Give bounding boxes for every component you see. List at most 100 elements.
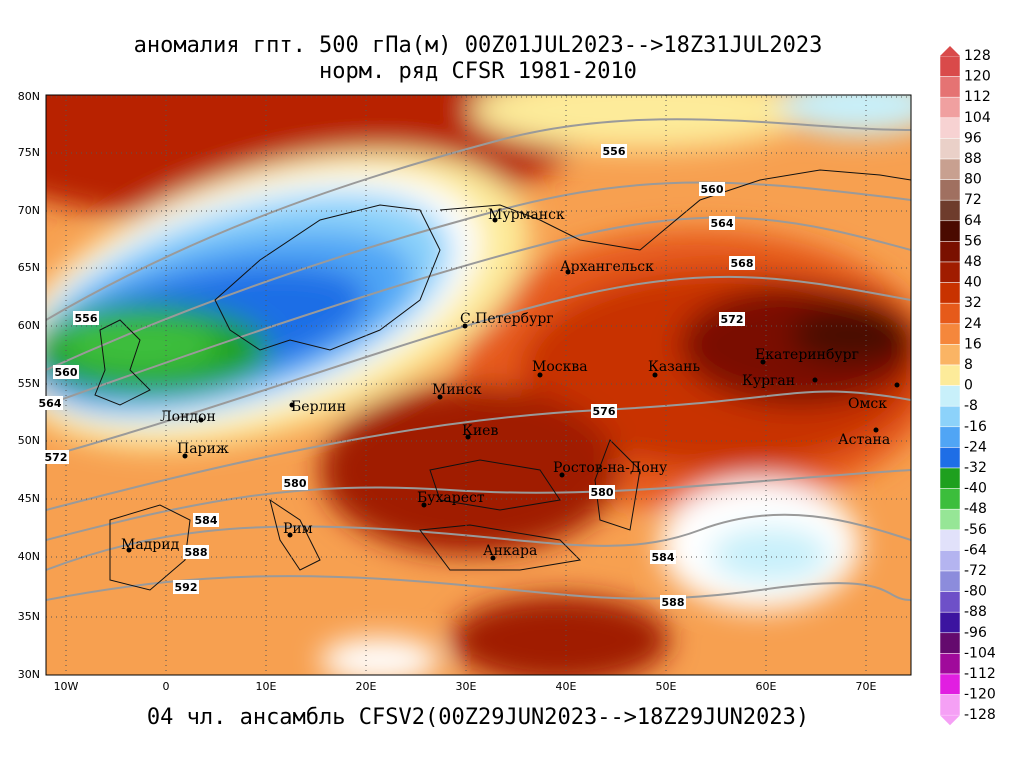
colorbar-label: -24 (964, 439, 987, 455)
contour-label: 588 (662, 596, 685, 609)
city-label: Мадрид (121, 537, 180, 553)
lat-label: 65N (18, 261, 40, 274)
contour-label: 592 (175, 581, 198, 594)
lat-label: 40N (18, 550, 40, 563)
colorbar-swatch (939, 694, 961, 716)
city-label: Киев (462, 423, 498, 439)
city-label: Курган (742, 373, 795, 389)
city-label: Бухарест (417, 490, 485, 506)
colorbar-swatch (939, 591, 961, 613)
colorbar-label: 128 (964, 48, 991, 64)
lon-label: 30E (456, 680, 477, 693)
colorbar-label: -112 (964, 666, 996, 682)
contour-label-bg (53, 365, 79, 379)
city-dot (652, 372, 658, 378)
city-dot (287, 532, 293, 538)
colorbar-arrow-bottom (940, 715, 960, 726)
colorbar-label: -40 (964, 481, 987, 497)
colorbar-swatch (939, 632, 961, 654)
city-dot (437, 394, 443, 400)
lat-label: 60N (18, 319, 40, 332)
city-label: Рим (283, 521, 313, 537)
lon-label: 60E (756, 680, 777, 693)
contour-label: 564 (711, 217, 734, 230)
colorbar-label: 104 (964, 110, 991, 126)
lat-label: 50N (18, 434, 40, 447)
contour-label: 584 (195, 514, 218, 527)
city-dot (198, 417, 204, 423)
colorbar-label: -88 (964, 604, 987, 620)
colorbar-label: 72 (964, 192, 982, 208)
contour-label: 568 (731, 257, 754, 270)
colorbar-swatch (939, 364, 961, 386)
contour-label-bg (591, 404, 617, 418)
contour-label: 556 (75, 312, 98, 325)
lat-label: 75N (18, 146, 40, 159)
colorbar-label: -128 (964, 707, 996, 723)
colorbar-label: -80 (964, 584, 987, 600)
contour-label-bg (699, 182, 725, 196)
colorbar-swatch (939, 282, 961, 304)
city-dot (462, 323, 468, 329)
lon-label: 50E (656, 680, 677, 693)
city-dot (182, 453, 188, 459)
colorbar-label: -48 (964, 501, 987, 517)
colorbar-swatch (939, 261, 961, 283)
colorbar-label: -104 (964, 645, 996, 661)
colorbar-label: 112 (964, 89, 991, 105)
colorbar-swatch (939, 611, 961, 634)
contour-label: 580 (284, 477, 307, 490)
lon-label: 10E (256, 680, 277, 693)
contour-label-bg (709, 216, 735, 230)
colorbar-swatch (939, 488, 961, 510)
contour-label-bg (729, 256, 755, 270)
colorbar-label: 0 (964, 378, 973, 394)
colorbar-swatch (939, 426, 961, 448)
colorbar-swatch (939, 673, 961, 695)
colorbar-swatch (939, 385, 961, 407)
lon-label: 20E (356, 680, 377, 693)
anomaly-field (46, 95, 911, 675)
colorbar-swatch (939, 55, 961, 77)
contour-label: 560 (701, 183, 724, 196)
colorbar-label: -16 (964, 419, 987, 435)
colorbar-swatch (939, 179, 961, 201)
colorbar-label: 32 (964, 295, 982, 311)
colorbar-label: 24 (964, 316, 982, 332)
contour-lines (46, 118, 911, 601)
city-dot (537, 372, 543, 378)
colorbar-label: -96 (964, 625, 987, 641)
colorbar-swatch (939, 117, 961, 139)
lat-label: 55N (18, 377, 40, 390)
city-dot (760, 359, 766, 365)
title-line-1: аномалия гпт. 500 гПа(м) 00Z01JUL2023-->… (134, 33, 823, 58)
city-dot (126, 547, 132, 553)
contour-label: 588 (185, 546, 208, 559)
contour-label: 556 (603, 145, 626, 158)
colorbar-swatch (939, 550, 961, 572)
colorbar-label: 16 (964, 336, 982, 352)
city-label: С.Петербург (460, 311, 554, 327)
city-label: Казань (648, 359, 700, 375)
contour-label: 572 (721, 313, 744, 326)
title-line-2: норм. ряд CFSR 1981-2010 (319, 59, 637, 84)
colorbar-swatch (939, 653, 961, 675)
city-label: Мурманск (488, 207, 565, 223)
city-dot (812, 377, 818, 383)
colorbar-label: -64 (964, 542, 987, 558)
colorbar-swatch (939, 570, 961, 592)
colorbar-label: 56 (964, 233, 982, 249)
city-label: Минск (432, 382, 482, 398)
city-dot (289, 402, 295, 408)
contour-label-bg (43, 450, 69, 464)
contour-label-bg (183, 545, 209, 559)
contour-label-bg (660, 595, 686, 609)
colorbar-label: -32 (964, 460, 987, 476)
contour-label-bg (282, 476, 308, 490)
colorbar-swatch (939, 467, 961, 489)
city-label: Париж (177, 441, 229, 457)
contour-label: 560 (55, 366, 78, 379)
contour-label: 580 (591, 486, 614, 499)
colorbar-label: 48 (964, 254, 982, 270)
city-label: Москва (532, 359, 588, 375)
